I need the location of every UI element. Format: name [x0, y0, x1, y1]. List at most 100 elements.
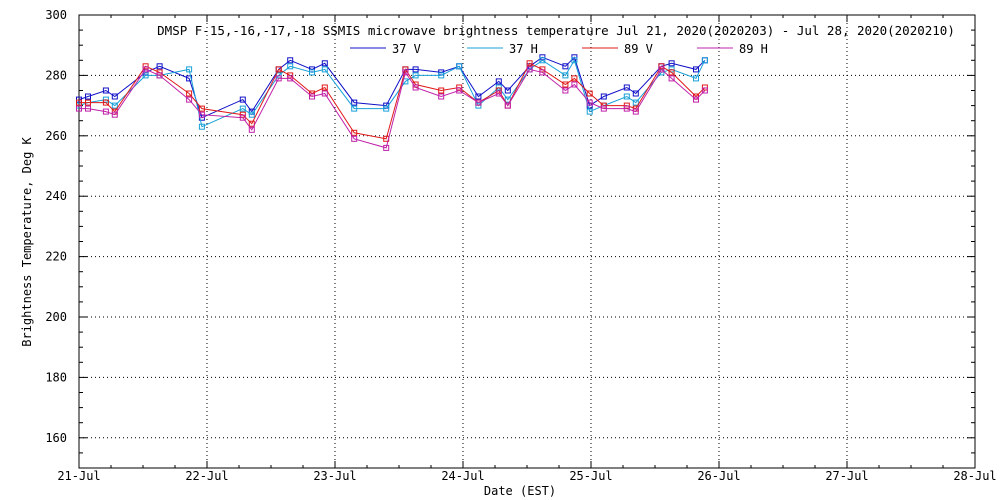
data-point — [321, 84, 328, 91]
data-point — [562, 63, 569, 70]
data-point — [287, 57, 294, 64]
data-point — [239, 114, 246, 121]
data-point — [111, 93, 118, 100]
y-tick-label: 200 — [45, 310, 67, 324]
x-tick-label: 25-Jul — [569, 469, 612, 483]
data-point — [600, 105, 607, 112]
y-tick-label: 260 — [45, 129, 67, 143]
data-point — [351, 135, 358, 142]
data-point — [495, 78, 502, 85]
series-line — [79, 68, 706, 149]
data-point — [309, 69, 315, 76]
data-point — [475, 99, 482, 106]
data-point — [586, 108, 593, 115]
data-point — [632, 108, 639, 115]
data-point — [142, 63, 149, 70]
data-point — [586, 99, 593, 106]
data-point — [351, 129, 358, 136]
data-point — [504, 96, 511, 103]
data-point — [632, 99, 639, 106]
data-point — [85, 99, 91, 106]
data-point — [693, 66, 699, 73]
x-tick-label: 24-Jul — [441, 469, 484, 483]
data-point — [526, 60, 533, 67]
data-point — [504, 87, 511, 94]
axis-ticks: 21-Jul 22-Jul 23-Jul 24-Jul 25-Jul 26-Jul 27-J… — [45, 8, 996, 483]
data-point — [600, 93, 607, 100]
y-tick-label: 220 — [45, 250, 67, 264]
x-tick-label: 27-Jul — [825, 469, 868, 483]
data-point — [248, 111, 255, 118]
legend: 37 V 37 H 89 V 89 H — [350, 42, 768, 56]
data-point — [186, 90, 193, 97]
y-axis-label: Brightness Temperature, Deg K — [20, 136, 34, 346]
data-point — [156, 72, 163, 79]
y-tick-label: 160 — [45, 431, 67, 445]
data-point — [287, 63, 294, 70]
legend-label: 37 V — [392, 42, 421, 56]
data-point — [102, 108, 109, 115]
data-point — [438, 72, 445, 79]
data-point — [142, 72, 149, 79]
data-point — [85, 105, 91, 112]
data-point — [539, 69, 546, 76]
y-tick-label: 240 — [45, 189, 67, 203]
series-89-h — [76, 66, 708, 151]
data-point — [504, 102, 511, 109]
data-point — [287, 75, 294, 82]
y-tick-label: 180 — [45, 370, 67, 384]
legend-item: 89 V — [582, 42, 653, 56]
data-point — [571, 75, 578, 82]
data-point — [658, 66, 665, 73]
data-point — [186, 96, 193, 103]
data-point — [198, 111, 205, 118]
data-point — [623, 93, 630, 100]
data-point — [383, 105, 390, 112]
data-point — [239, 96, 246, 103]
data-point — [693, 75, 699, 82]
legend-label: 37 H — [509, 42, 538, 56]
data-point — [526, 66, 533, 73]
series-line — [78, 59, 706, 128]
series-line — [78, 56, 706, 119]
data-point — [623, 84, 630, 91]
x-tick-label: 26-Jul — [697, 469, 740, 483]
data-point — [309, 93, 315, 100]
data-point — [383, 144, 390, 151]
data-point — [571, 57, 578, 64]
data-point — [693, 96, 699, 103]
series-lines — [76, 54, 708, 151]
data-point — [111, 111, 118, 118]
data-point — [248, 120, 255, 127]
data-point — [275, 75, 282, 82]
data-point — [102, 99, 109, 106]
data-point — [539, 57, 546, 64]
legend-item: 37 V — [350, 42, 421, 56]
legend-label: 89 V — [624, 42, 653, 56]
data-point — [475, 93, 482, 100]
data-point — [239, 105, 246, 112]
data-point — [456, 87, 463, 94]
data-point — [321, 90, 328, 97]
data-point — [76, 105, 82, 112]
data-point — [351, 105, 358, 112]
data-point — [321, 66, 328, 73]
data-point — [321, 60, 328, 67]
legend-label: 89 H — [739, 42, 768, 56]
x-axis-label: Date (EST) — [484, 484, 556, 498]
data-point — [156, 63, 163, 70]
data-point — [562, 72, 569, 79]
data-point — [495, 90, 502, 97]
data-point — [668, 69, 675, 76]
data-point — [142, 66, 149, 73]
data-point — [402, 69, 409, 76]
data-point — [412, 66, 419, 73]
data-point — [623, 105, 630, 112]
x-tick-label: 28-Jul — [953, 469, 996, 483]
y-tick-label: 300 — [45, 8, 67, 22]
y-tick-label: 280 — [45, 68, 67, 82]
data-point — [438, 87, 445, 94]
data-point — [412, 72, 419, 79]
